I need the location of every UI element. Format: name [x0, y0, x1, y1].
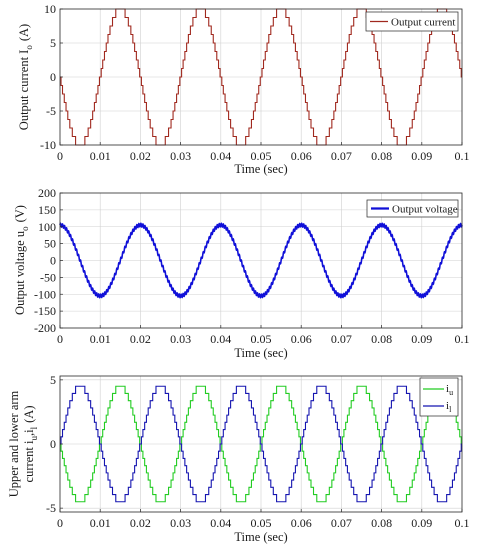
arm-legend-label-lower: il [446, 400, 452, 414]
voltage-y-tick-label: -200 [34, 321, 56, 335]
current-x-tick-label: 0.07 [331, 149, 352, 163]
current-legend-label: Output current [391, 17, 455, 29]
current-x-axis-label: Time (sec) [234, 162, 287, 176]
arm-current-plot: 0 0.01 0.02 0.03 0.04 0.05 0.06 0.07 0.08 0.09 0.1… [7, 373, 470, 544]
arm-legend-label-upper: iu [446, 383, 453, 397]
arm-y-axis-label-line1: Upper and lower arm [7, 390, 21, 497]
arm-x-tick-label: 0.05 [251, 516, 272, 530]
arm-x-tick-label: 0.09 [411, 516, 432, 530]
current-y-tick-label: 5 [50, 36, 56, 50]
arm-y-tick-label: -5 [46, 501, 56, 515]
arm-ticks: 0 0.01 0.02 0.03 0.04 0.05 0.06 0.07 0.08 0.09 0.1… [46, 373, 470, 530]
current-series [60, 8, 462, 146]
arm-x-tick-label: 0.06 [291, 516, 312, 530]
voltage-x-tick-label: 0.09 [411, 332, 432, 346]
current-y-tick-label: -5 [46, 104, 56, 118]
voltage-y-tick-label: 50 [44, 237, 56, 251]
voltage-series [59, 222, 463, 299]
current-y-tick-label: 10 [44, 2, 56, 16]
voltage-x-tick-label: 0.01 [90, 332, 111, 346]
voltage-y-tick-label: -150 [34, 304, 56, 318]
current-x-tick-label: 0.06 [291, 149, 312, 163]
arm-legend: iu il [419, 377, 459, 417]
current-y-tick-label: 0 [50, 70, 56, 84]
arm-x-tick-label: 0.02 [130, 516, 151, 530]
voltage-x-tick-label: 0.08 [371, 332, 392, 346]
voltage-x-tick-label: 0.03 [170, 332, 191, 346]
voltage-x-tick-label: 0.05 [251, 332, 272, 346]
voltage-legend: Output voltage [366, 199, 459, 218]
current-ticks: 0 0.01 0.02 0.03 0.04 0.05 0.06 0.07 0.08 0.09 0.1… [40, 2, 470, 163]
current-y-axis-label: Output current Io(A) [17, 24, 34, 130]
arm-y-tick-label: 5 [50, 373, 56, 387]
voltage-legend-label: Output voltage [392, 204, 458, 216]
arm-x-axis-label: Time (sec) [234, 530, 287, 544]
voltage-x-tick-label: 0.02 [130, 332, 151, 346]
arm-x-tick-label: 0 [57, 516, 63, 530]
voltage-y-tick-label: -50 [40, 270, 56, 284]
voltage-x-tick-label: 0.07 [331, 332, 352, 346]
voltage-legend-box [366, 199, 459, 218]
voltage-y-tick-label: -100 [34, 287, 56, 301]
current-x-tick-label: 0.1 [455, 149, 470, 163]
voltage-y-tick-label: 200 [38, 186, 56, 200]
arm-y-tick-label: 0 [50, 437, 56, 451]
voltage-x-axis-label: Time (sec) [234, 346, 287, 360]
voltage-plot: 0 0.01 0.02 0.03 0.04 0.05 0.06 0.07 0.08 0.09 0.1… [13, 186, 470, 360]
voltage-ticks: 0 0.01 0.02 0.03 0.04 0.05 0.06 0.07 0.08 0.09 0.1… [34, 186, 470, 346]
current-x-tick-label: 0.09 [411, 149, 432, 163]
arm-x-tick-label: 0.01 [90, 516, 111, 530]
arm-series [60, 385, 462, 503]
voltage-x-tick-label: 0 [57, 332, 63, 346]
voltage-y-tick-label: 100 [38, 220, 56, 234]
voltage-x-tick-label: 0.04 [210, 332, 231, 346]
current-legend-box [365, 11, 459, 32]
current-x-tick-label: 0.02 [130, 149, 151, 163]
arm-series-line-1 [60, 385, 462, 503]
arm-x-tick-label: 0.08 [371, 516, 392, 530]
voltage-series-line-0 [59, 222, 463, 299]
current-y-tick-label: -10 [40, 138, 56, 152]
current-series-line-0 [60, 8, 462, 146]
arm-x-tick-label: 0.03 [170, 516, 191, 530]
arm-y-axis-label-line2: current iu,il(A) [22, 406, 39, 483]
voltage-y-tick-label: 150 [38, 203, 56, 217]
arm-x-tick-label: 0.1 [455, 516, 470, 530]
arm-x-tick-label: 0.04 [210, 516, 231, 530]
voltage-x-tick-label: 0.06 [291, 332, 312, 346]
current-x-tick-label: 0.04 [210, 149, 231, 163]
current-x-tick-label: 0.05 [251, 149, 272, 163]
current-x-tick-label: 0.08 [371, 149, 392, 163]
current-plot: 0 0.01 0.02 0.03 0.04 0.05 0.06 0.07 0.08 0.09 0.1… [17, 2, 470, 176]
voltage-y-tick-label: 0 [50, 254, 56, 268]
current-x-tick-label: 0.01 [90, 149, 111, 163]
voltage-x-tick-label: 0.1 [455, 332, 470, 346]
voltage-y-axis-label: Output voltage uo(V) [13, 205, 30, 315]
current-legend: Output current [365, 11, 459, 32]
arm-x-tick-label: 0.07 [331, 516, 352, 530]
current-x-tick-label: 0.03 [170, 149, 191, 163]
arm-legend-box [419, 377, 459, 417]
current-x-tick-label: 0 [57, 149, 63, 163]
